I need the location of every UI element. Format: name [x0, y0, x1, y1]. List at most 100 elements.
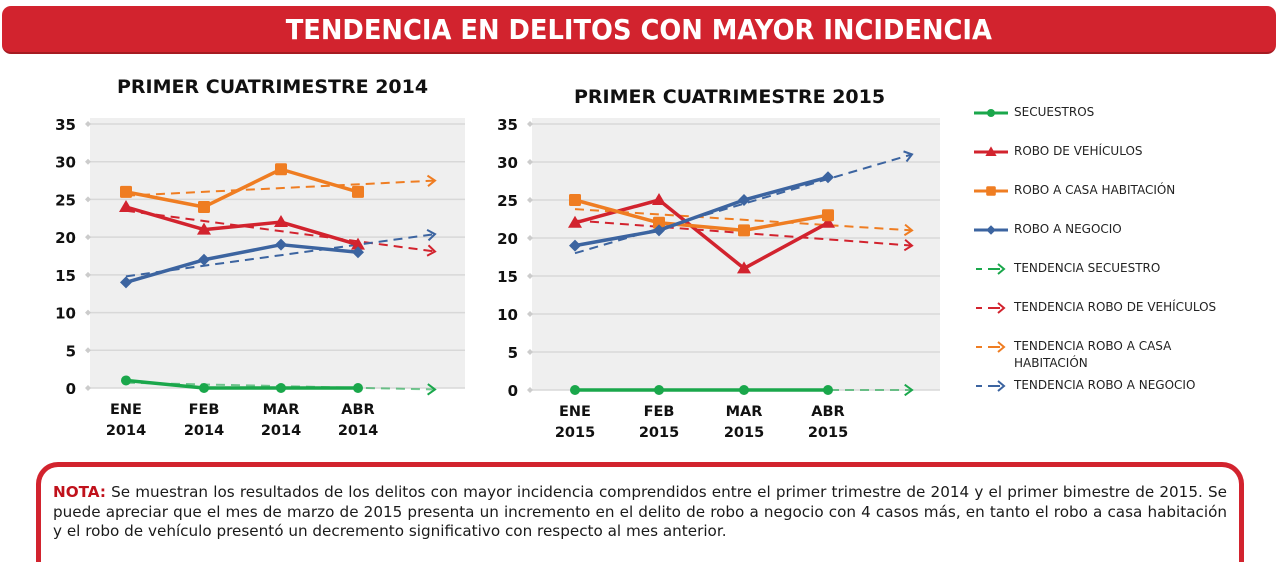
charts-canvas: 0 5 10 15 20 25 30 35 ENE 2014 FEB 2014 MAR 2014 ABR 20…	[55, 116, 940, 441]
legend-label: ROBO DE VEHÍCULOS	[1014, 144, 1143, 158]
x-tick-label: 2015	[808, 425, 848, 441]
legend-item: ROBO A NEGOCIO	[972, 221, 1122, 238]
y-tick-label: 15	[55, 267, 76, 285]
legend-label: TENDENCIA SECUESTRO	[1014, 261, 1161, 275]
tick-mark	[85, 271, 91, 278]
x-tick-label: 2014	[184, 423, 224, 439]
data-point	[121, 375, 131, 386]
x-tick-label: 2014	[261, 423, 301, 439]
data-point	[569, 194, 581, 206]
legend-item: TENDENCIA SECUESTRO	[972, 260, 1160, 277]
data-point	[823, 385, 833, 395]
chart-0: 0 5 10 15 20 25 30 35 ENE 2014 FEB 2014 MAR 2014 ABR 20…	[55, 116, 465, 439]
trend-line	[574, 153, 913, 255]
trend-arrowhead	[426, 228, 437, 242]
y-tick-label: 25	[55, 191, 76, 209]
y-tick-label: 0	[508, 382, 518, 400]
legend-label: ROBO A CASA HABITACIÓN	[1014, 183, 1176, 197]
x-tick-label: MAR	[726, 404, 763, 420]
tick-mark	[85, 309, 91, 316]
data-point	[198, 253, 210, 266]
series-line	[125, 205, 359, 247]
legend-arrowhead	[997, 263, 1006, 275]
trend-arrowhead	[903, 150, 914, 163]
y-tick-label: 35	[55, 116, 76, 134]
series-line	[125, 242, 359, 285]
y-tick-label: 20	[497, 230, 518, 248]
tick-mark	[85, 234, 91, 241]
legend-dashed-arrow-icon	[976, 341, 1006, 353]
data-point	[570, 385, 580, 395]
x-tick-label: 2014	[106, 423, 146, 439]
y-tick-label: 35	[497, 116, 518, 134]
legend-label: TENDENCIA ROBO DE VEHÍCULOS	[1014, 300, 1217, 314]
legend-dashed-arrow-icon	[976, 263, 1006, 275]
trend-arrowhead	[904, 383, 914, 397]
legend-label: TENDENCIA ROBO A CASA HABITACIÓN	[1014, 339, 1172, 370]
tick-mark	[85, 158, 91, 165]
legend-item: TENDENCIA ROBO A CASA HABITACIÓN	[972, 338, 1194, 372]
legend-item: TENDENCIA ROBO A NEGOCIO	[972, 377, 1195, 394]
data-point	[653, 224, 665, 237]
data-point	[274, 215, 288, 228]
trend-arrowhead	[903, 239, 914, 252]
note-label: NOTA:	[53, 483, 106, 501]
data-point	[119, 199, 133, 212]
y-tick-label: 20	[55, 229, 76, 247]
plot-area	[532, 118, 940, 390]
data-point	[275, 238, 287, 251]
data-point	[352, 185, 364, 198]
trend-arrowhead	[426, 244, 437, 257]
data-point	[120, 276, 132, 289]
x-tick-label: FEB	[644, 404, 675, 420]
trend-line	[125, 209, 436, 253]
trend-line	[125, 179, 436, 197]
series-line	[125, 167, 359, 209]
x-tick-label: ABR	[811, 404, 844, 420]
data-point	[275, 163, 287, 176]
chart-title-2015: PRIMER CUATRIMESTRE 2015	[574, 86, 886, 108]
data-point	[738, 224, 750, 237]
y-tick-label: 30	[497, 154, 518, 172]
legend-label: TENDENCIA ROBO A NEGOCIO	[1014, 378, 1196, 392]
page-title: TENDENCIA EN DELITOS CON MAYOR INCIDENCI…	[285, 12, 993, 46]
x-tick-label: ABR	[341, 402, 374, 418]
trend-arrowhead	[903, 223, 914, 237]
legend-item: ROBO A CASA HABITACIÓN	[972, 182, 1175, 199]
series-line	[125, 378, 358, 390]
trend-line	[574, 208, 913, 232]
legend-marker	[987, 109, 995, 117]
data-point	[351, 237, 365, 250]
chart-title-2014: PRIMER CUATRIMESTRE 2014	[117, 76, 429, 98]
x-tick-label: 2015	[724, 425, 764, 441]
legend-line-marker-icon	[974, 146, 1008, 156]
legend-line-marker-icon	[974, 225, 1008, 235]
data-point	[653, 216, 665, 229]
tick-mark	[527, 311, 533, 317]
y-tick-label: 25	[497, 192, 518, 210]
x-tick-label: 2015	[555, 425, 595, 441]
data-point	[120, 185, 132, 198]
tick-mark	[85, 196, 91, 203]
data-point	[738, 194, 750, 206]
tick-mark	[527, 197, 533, 203]
data-point	[199, 383, 209, 393]
tick-mark	[85, 121, 91, 127]
y-tick-label: 10	[497, 306, 518, 324]
legend-label: SECUESTROS	[1014, 105, 1095, 119]
trend-arrowhead	[426, 174, 437, 187]
y-tick-label: 5	[66, 342, 76, 360]
data-point	[821, 215, 835, 228]
legend-item: SECUESTROS	[972, 104, 1094, 121]
legend-item: TENDENCIA ROBO DE VEHÍCULOS	[972, 299, 1216, 316]
x-tick-label: MAR	[263, 402, 300, 418]
x-tick-label: ENE	[559, 404, 591, 420]
y-tick-label: 15	[497, 268, 518, 286]
tick-mark	[85, 347, 91, 354]
note-box: NOTA: Se muestran los resultados de los …	[36, 462, 1244, 562]
legend-line-marker-icon	[974, 109, 1008, 117]
y-tick-label: 30	[55, 154, 76, 172]
data-point	[737, 261, 751, 274]
trend-arrowhead	[427, 383, 437, 396]
legend-item: ROBO DE VEHÍCULOS	[972, 143, 1143, 160]
